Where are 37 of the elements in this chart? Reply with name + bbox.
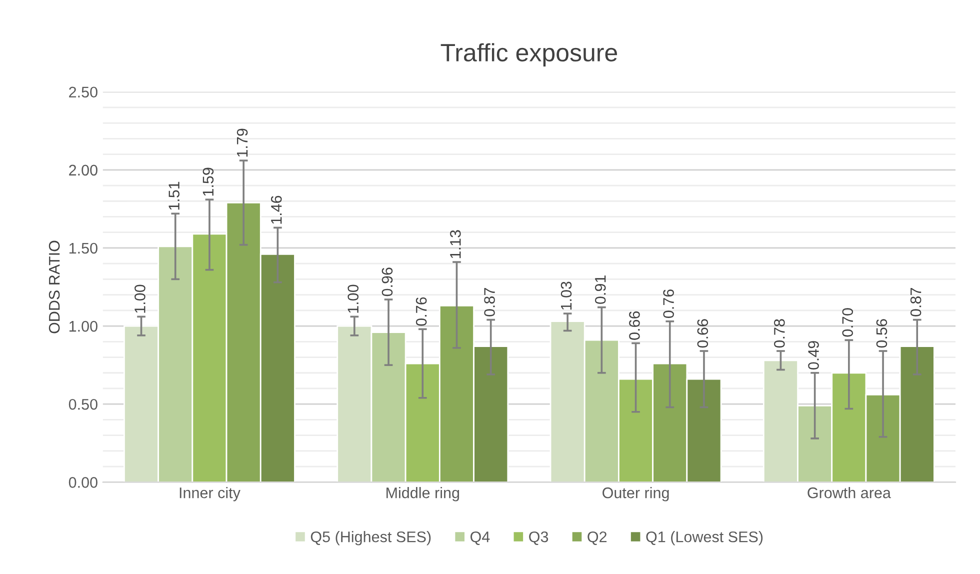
y-tick-label: 1.00 bbox=[69, 320, 98, 332]
data-label: 1.51 bbox=[168, 182, 180, 210]
data-label: 1.03 bbox=[560, 282, 572, 310]
data-label: 0.76 bbox=[416, 297, 427, 326]
data-label: 0.76 bbox=[663, 290, 674, 318]
legend-label: Q4 bbox=[470, 531, 490, 545]
y-axis-title: ODDS RATIO bbox=[48, 240, 60, 334]
data-label: 1.13 bbox=[450, 230, 461, 258]
legend-label: Q2 bbox=[588, 531, 607, 545]
data-label: 0.49 bbox=[808, 341, 819, 370]
x-tick-label: Growth area bbox=[808, 487, 891, 498]
data-label: 1.59 bbox=[202, 168, 214, 196]
data-label: 0.87 bbox=[484, 288, 495, 316]
data-label: 0.96 bbox=[382, 268, 393, 296]
data-label: 0.87 bbox=[910, 288, 922, 316]
legend-label: Q1 (Lowest SES) bbox=[646, 531, 763, 546]
data-label: 1.00 bbox=[134, 284, 146, 313]
legend-label: Q3 bbox=[529, 531, 548, 545]
data-label: 1.00 bbox=[348, 284, 359, 313]
data-label: 0.91 bbox=[594, 276, 606, 304]
y-tick-label: 2.00 bbox=[69, 164, 98, 176]
y-tick-label: 1.50 bbox=[69, 242, 98, 254]
y-tick-label: 0.00 bbox=[68, 477, 98, 488]
x-tick-label: Middle ring bbox=[386, 487, 460, 502]
data-label: 1.46 bbox=[270, 196, 282, 224]
data-label: 0.56 bbox=[876, 319, 888, 348]
x-tick-label: Outer ring bbox=[602, 487, 669, 502]
y-tick-label: 0.50 bbox=[68, 398, 98, 410]
data-label: 1.79 bbox=[236, 128, 248, 157]
chart-title: Traffic exposure bbox=[440, 43, 618, 66]
x-tick-label: Inner city bbox=[180, 487, 240, 502]
y-tick-label: 2.50 bbox=[69, 86, 98, 98]
data-label: 0.70 bbox=[842, 308, 854, 337]
data-label: 0.78 bbox=[774, 319, 785, 348]
data-label: 0.66 bbox=[629, 311, 640, 340]
data-label: 0.66 bbox=[697, 319, 708, 348]
legend-label: Q5 (Highest SES) bbox=[310, 531, 431, 546]
